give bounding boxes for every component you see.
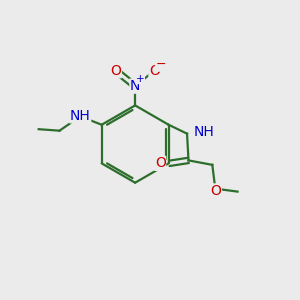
Text: NH: NH [70, 109, 91, 123]
Text: O: O [210, 184, 221, 198]
Text: O: O [149, 64, 160, 78]
Text: O: O [110, 64, 121, 78]
Text: +: + [136, 74, 145, 84]
Text: O: O [155, 156, 166, 170]
Text: −: − [156, 58, 166, 71]
Text: NH: NH [194, 125, 214, 140]
Text: N: N [130, 79, 140, 93]
